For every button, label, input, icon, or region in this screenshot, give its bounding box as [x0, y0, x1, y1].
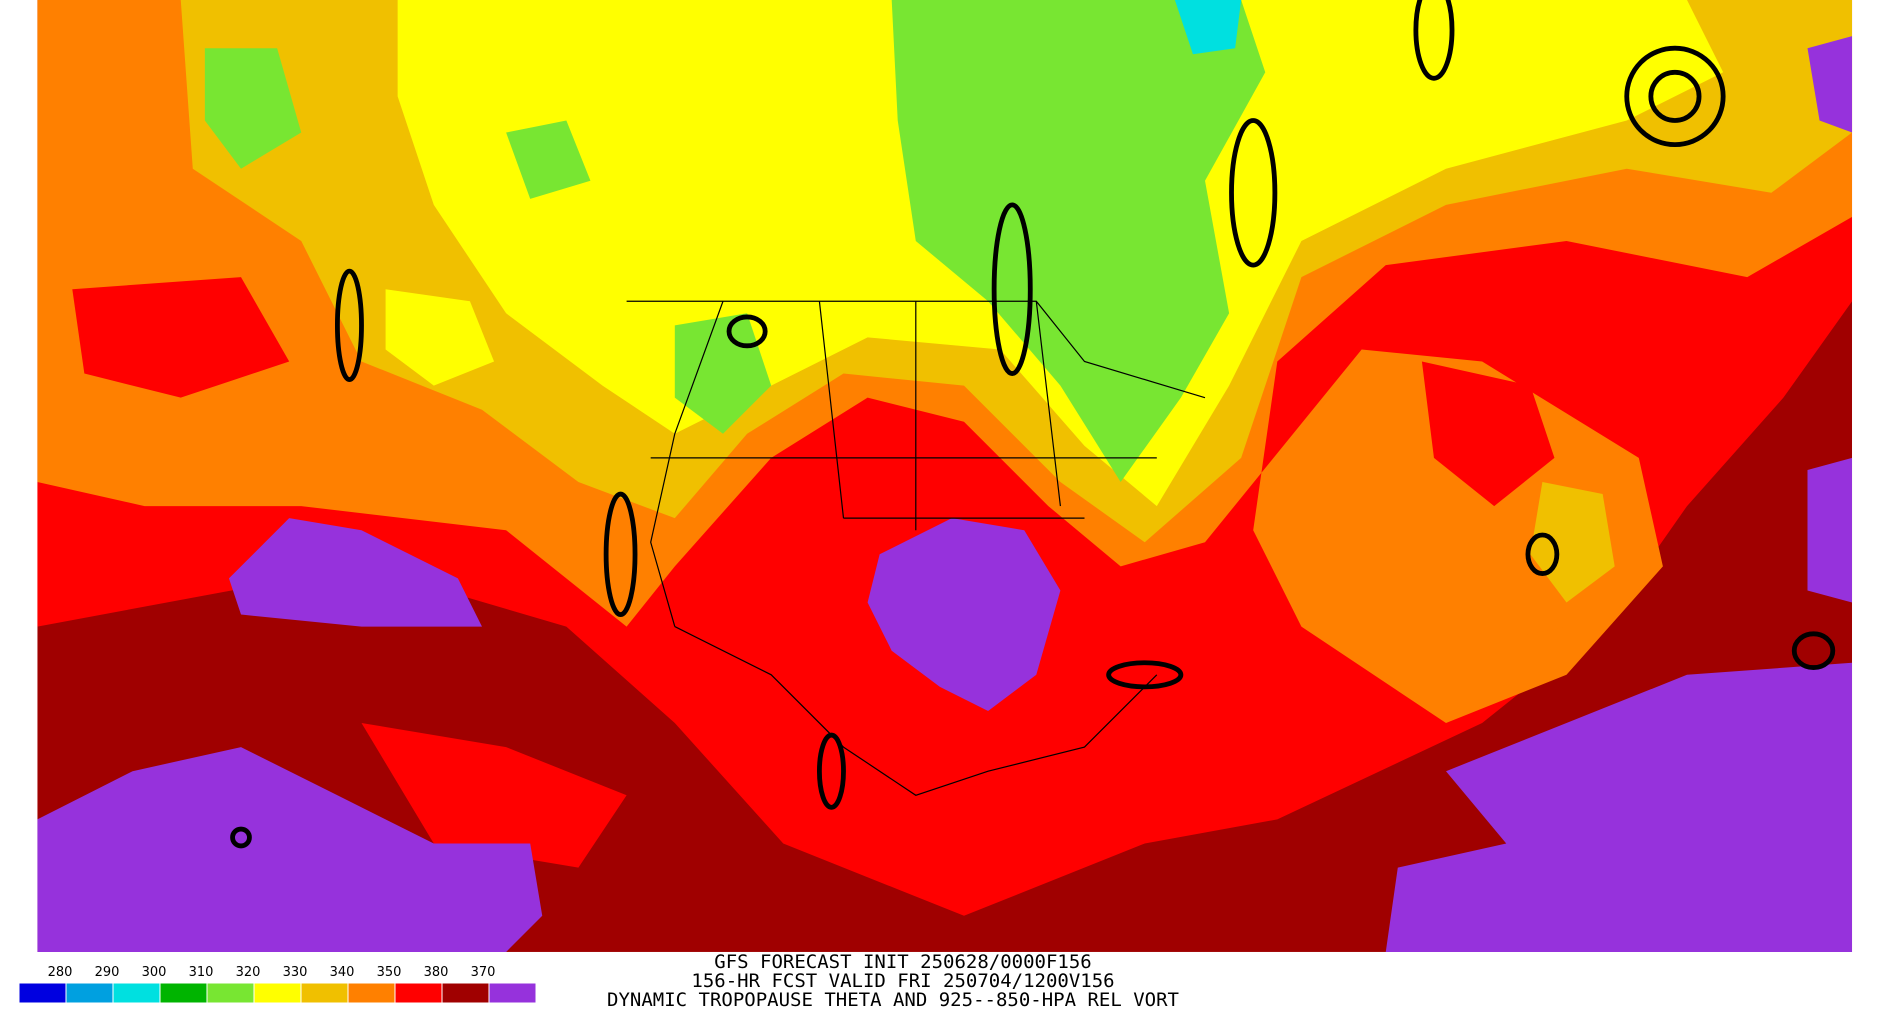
legend-label: 330: [283, 965, 308, 980]
legend-swatch: [112, 982, 161, 1004]
legend-swatch: [65, 982, 114, 1004]
legend-label: 370: [471, 965, 496, 980]
legend-label: 380: [424, 965, 449, 980]
legend-label: 340: [330, 965, 355, 980]
legend-label: 300: [142, 965, 167, 980]
legend-swatch: [253, 982, 302, 1004]
legend-label: 290: [95, 965, 120, 980]
legend-label: 350: [377, 965, 402, 980]
title-line: GFS FORECAST INIT 250628/0000F156: [714, 951, 1092, 973]
legend-swatch: [18, 982, 67, 1004]
legend-swatch: [394, 982, 443, 1004]
legend-label: 310: [189, 965, 214, 980]
legend-label: 320: [236, 965, 261, 980]
legend-swatch: [159, 982, 208, 1004]
legend-swatch: [300, 982, 349, 1004]
legend-swatch: [488, 982, 537, 1004]
vorticity-contours: [230, 0, 1836, 849]
legend-swatch: [347, 982, 396, 1004]
theta-field: [37, 0, 1853, 952]
legend-swatch: [206, 982, 255, 1004]
legend-swatch: [441, 982, 490, 1004]
borders: [626, 300, 1206, 796]
title-line: DYNAMIC TROPOPAUSE THETA AND 925--850-HP…: [607, 989, 1179, 1010]
legend: 280 290 300 310 320 330 340 350 380 370: [18, 965, 537, 1004]
map-area: [37, 0, 1853, 952]
title-line: 156-HR FCST VALID FRI 250704/1200V156: [691, 970, 1114, 992]
legend-label: 280: [48, 965, 73, 980]
